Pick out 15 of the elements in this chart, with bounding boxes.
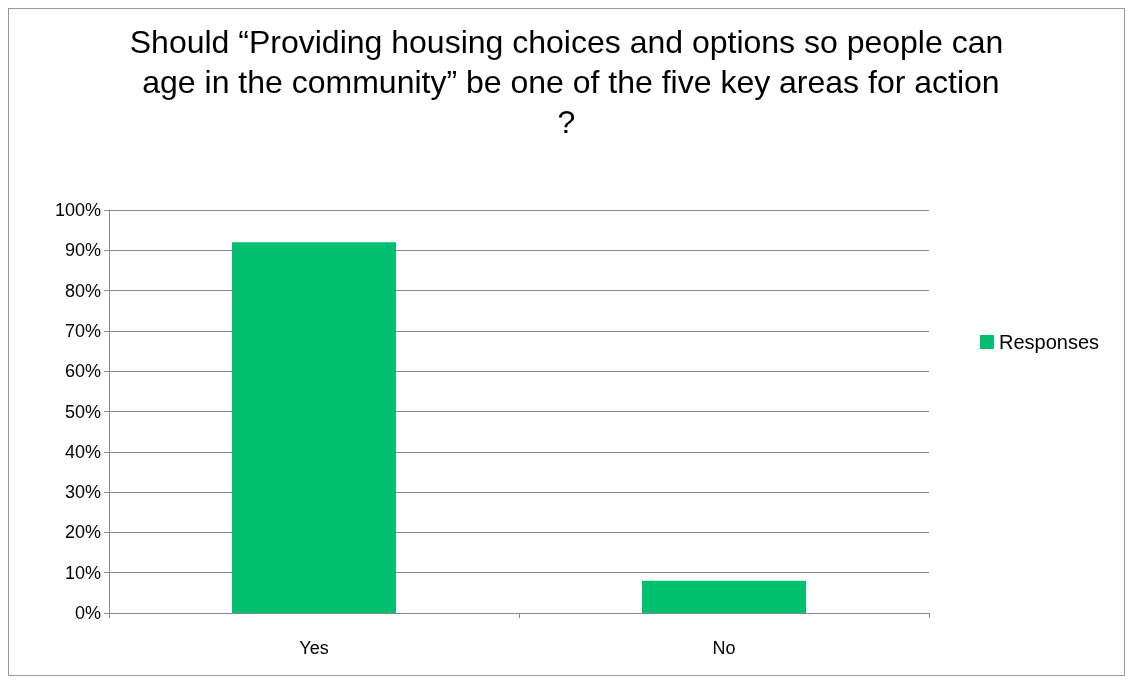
y-tick-label: 30% <box>64 482 101 503</box>
y-tick-label: 20% <box>64 522 101 543</box>
y-tick-label: 0% <box>74 603 101 623</box>
y-tick-label: 10% <box>64 562 101 583</box>
y-tick-label: 80% <box>64 280 101 301</box>
y-tick-label: 70% <box>64 320 101 341</box>
y-tick-label: 60% <box>64 361 101 382</box>
y-tick-label: 90% <box>64 240 101 261</box>
y-tick-label: 100% <box>54 200 101 220</box>
y-tick-label: 50% <box>64 401 101 422</box>
chart-title: Should “Providing housing choices and options so people can age in the community” be one of the five key areas for action? <box>129 24 1004 140</box>
x-tick-label: Yes <box>299 638 329 658</box>
y-tick-label: 40% <box>64 441 101 462</box>
legend-label: Responses <box>998 331 1099 353</box>
x-tick-label: No <box>712 638 736 658</box>
